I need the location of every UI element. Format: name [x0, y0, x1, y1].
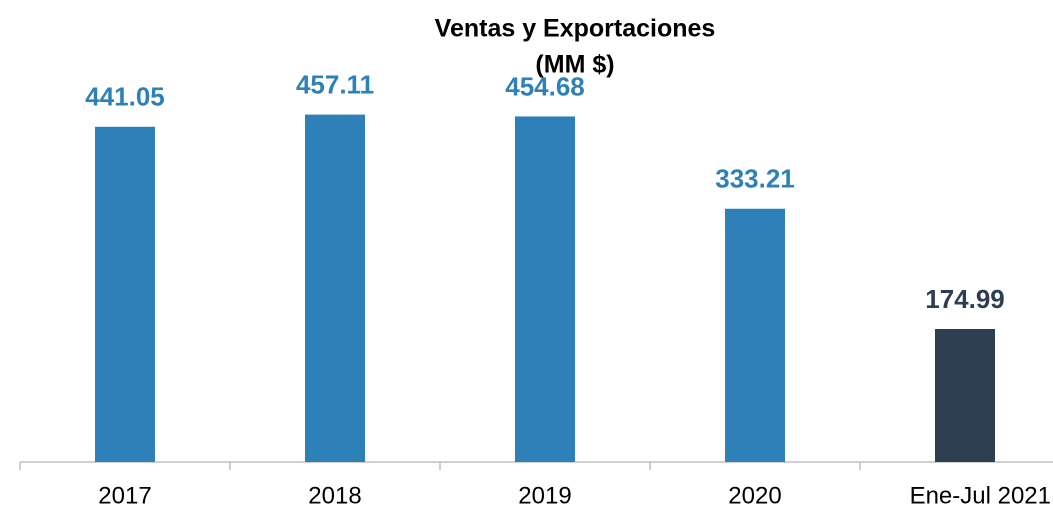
- chart-title: (MM $): [535, 51, 614, 79]
- bar: [95, 126, 155, 462]
- bar: [725, 208, 785, 462]
- data-label: 174.99: [925, 284, 1005, 314]
- bar: [305, 114, 365, 462]
- data-label: 333.21: [715, 164, 795, 194]
- x-tick-label: Ene-Jul 2021: [910, 482, 1051, 509]
- x-tick-label: 2017: [98, 482, 151, 509]
- x-tick-label: 2019: [518, 482, 571, 509]
- chart-title: Ventas y Exportaciones: [435, 15, 716, 43]
- data-label: 454.68: [505, 71, 585, 101]
- x-tick-label: 2018: [308, 482, 361, 509]
- bar: [935, 329, 995, 462]
- data-label: 441.05: [85, 82, 165, 112]
- bar: [515, 116, 575, 462]
- data-label: 457.11: [296, 69, 374, 99]
- x-tick-label: 2020: [728, 482, 781, 509]
